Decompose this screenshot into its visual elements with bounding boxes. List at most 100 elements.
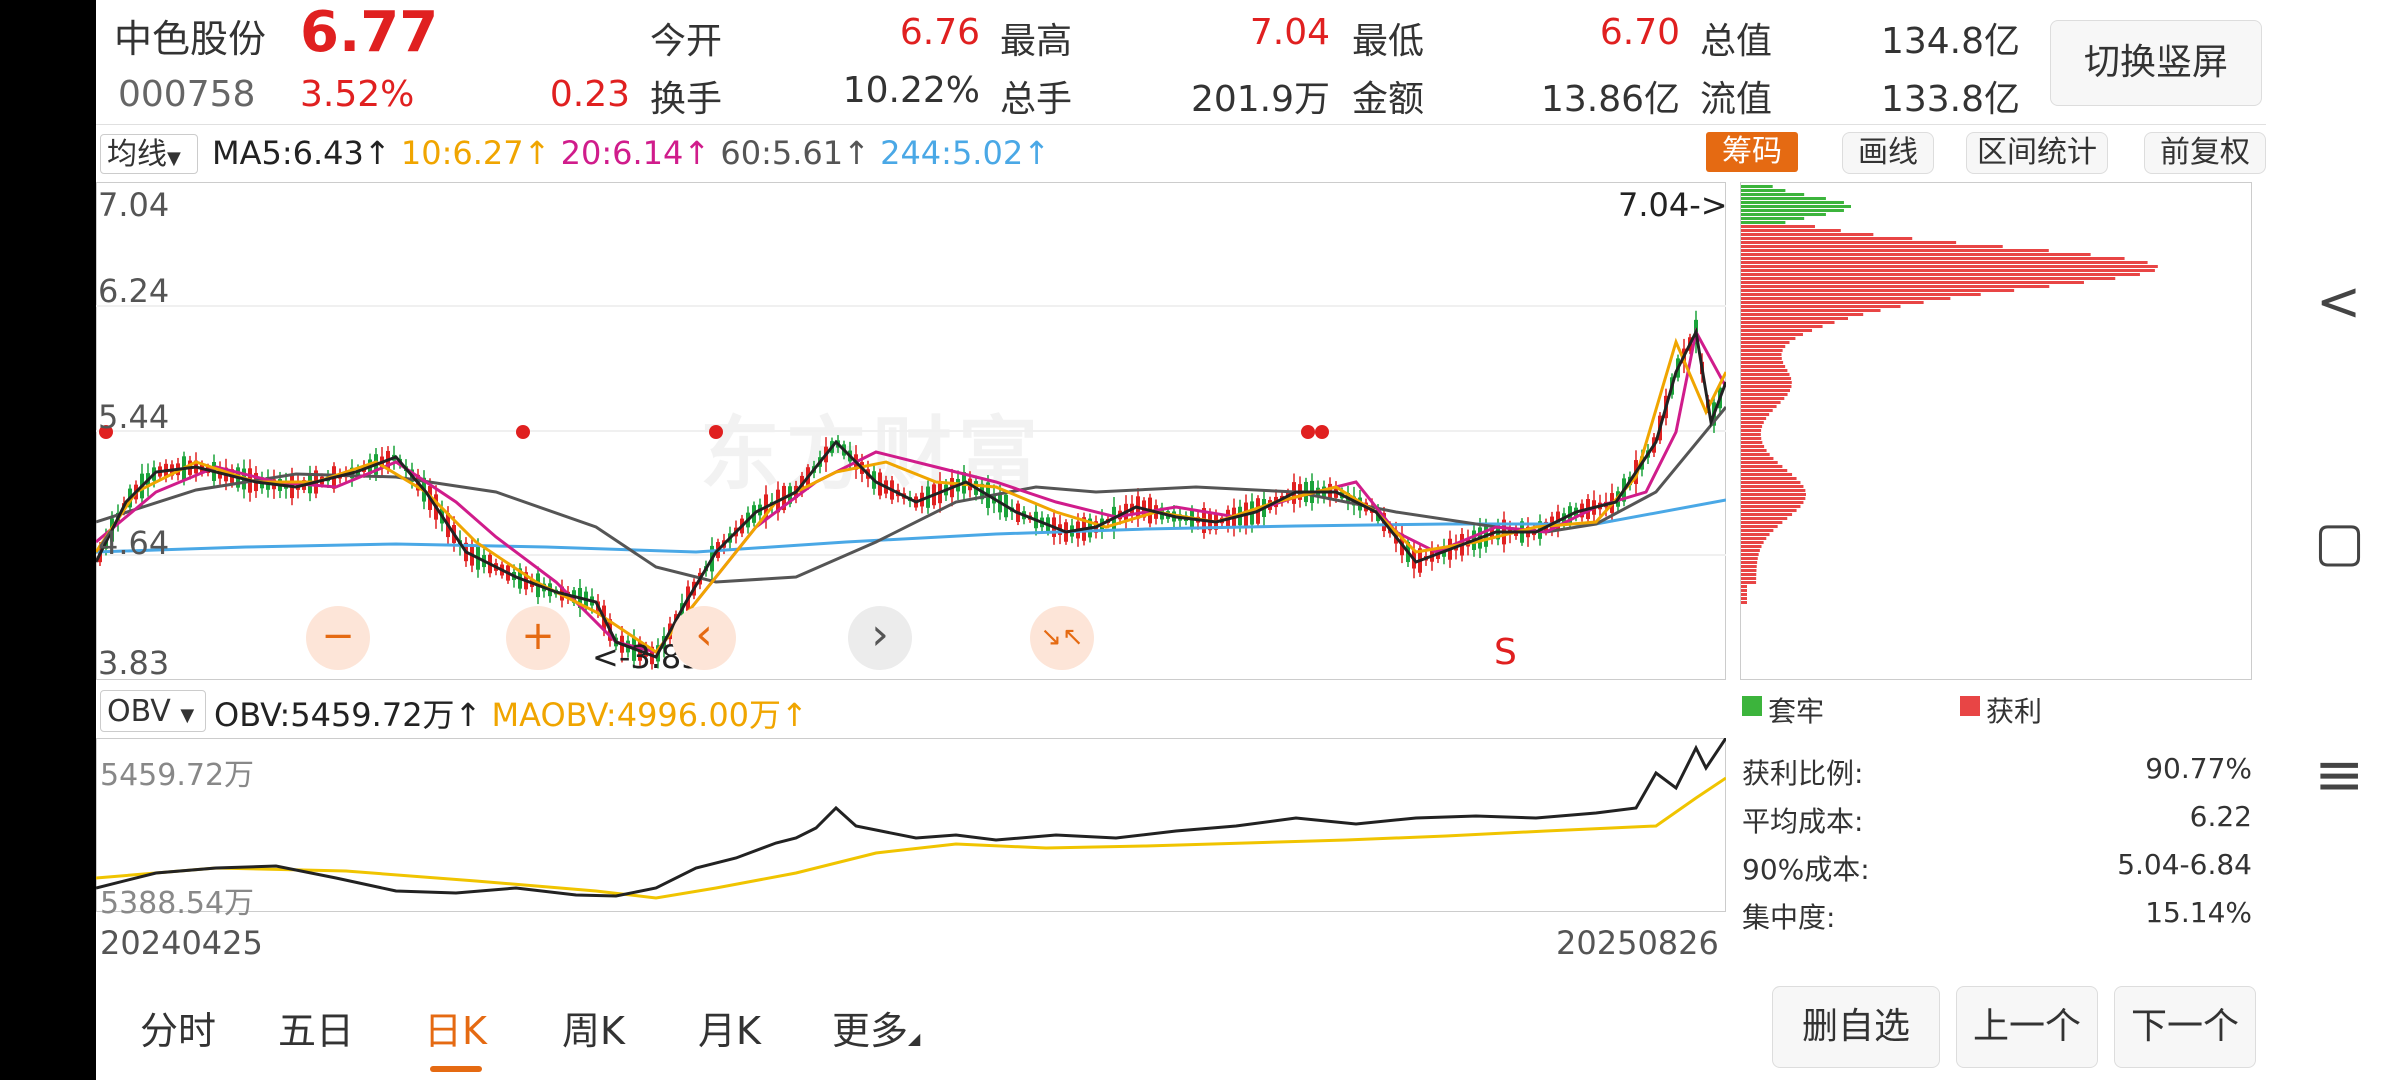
stat-label: 获利比例: [1742,757,1864,790]
volume-label: 总手 [1000,79,1073,120]
chip-bar [1741,485,1804,488]
shrink-button[interactable]: ↘↖ [1030,606,1094,670]
chip-bar [1741,565,1757,568]
amount-label: 金额 [1352,79,1425,120]
chip-bar [1741,437,1762,440]
chevron-left-icon: ‹ [695,609,713,660]
tab-intraday[interactable]: 分时 [140,1009,217,1053]
chip-bar [1741,477,1797,480]
pan-left-button[interactable]: ‹ [672,606,736,670]
obv-selector-label: OBV [107,694,171,729]
stat-value: 6.22 [2189,800,2252,833]
remove-watchlist-button[interactable]: 删自选 [1772,986,1940,1068]
volume-value: 201.9万 [1190,79,1330,120]
chip-bar [1741,309,1881,312]
back-nav-icon[interactable]: < [2316,270,2362,333]
chip-bar [1741,449,1767,452]
chips-button[interactable]: 筹码 [1706,132,1798,172]
zoom-in-button[interactable]: + [506,606,570,670]
signal-dot [516,425,530,439]
ma10-line [96,337,1726,655]
chip-bar [1741,561,1758,564]
tab-weekly-k[interactable]: 周K [562,1009,625,1053]
ma5-value: MA5:6.43 [212,134,364,172]
signal-s: S [1494,632,1517,673]
chip-bar [1741,193,1805,196]
mktcap-label: 总值 [1700,21,1773,62]
header-divider [96,124,2266,125]
chip-bar [1741,513,1793,516]
adjust-button[interactable]: 前复权 [2144,132,2266,174]
chip-bar [1741,337,1796,340]
stock-price: 6.77 [300,0,439,65]
chip-bar [1741,201,1844,204]
draw-button[interactable]: 画线 [1842,132,1934,174]
chip-bar [1741,345,1786,348]
ma20-up-icon: ↑ [683,134,721,172]
chip-bar [1741,249,2049,252]
stat-row: 90%成本: 5.04-6.84 [1742,848,2252,896]
chip-bar [1741,225,1815,228]
chip-bar [1741,445,1765,448]
chip-bar [1741,273,2140,276]
chip-bar [1741,217,1805,220]
chip-bar [1741,441,1763,444]
chip-bar [1741,557,1758,560]
chip-bar [1741,357,1782,360]
chip-bar [1741,373,1790,376]
prev-stock-button[interactable]: 上一个 [1956,986,2098,1068]
open-label: 今开 [650,21,723,62]
stat-value: 5.04-6.84 [2117,848,2252,881]
maobv-up-icon: ↑ [781,696,808,734]
chip-bar [1741,553,1759,556]
trapped-legend-label: 套牢 [1768,695,1825,728]
chip-bar [1741,349,1783,352]
chip-bar [1741,381,1792,384]
chip-bar [1741,245,2003,248]
orientation-button[interactable]: 切换竖屏 [2050,20,2262,106]
chip-bar [1741,501,1804,504]
ma-selector[interactable]: 均线▼ [100,134,198,174]
zoom-out-button[interactable]: − [306,606,370,670]
chip-bar [1741,261,2148,264]
chip-bar [1741,313,1864,316]
chip-bar [1741,377,1792,380]
stat-value: 15.14% [2145,896,2252,929]
chip-stats: 获利比例: 90.77% 平均成本: 6.22 90%成本: 5.04-6.84 集中… [1742,752,2252,944]
chip-bar [1741,569,1757,572]
chip-bar [1741,581,1757,584]
tab-daily-k[interactable]: 日K [424,1009,487,1053]
chip-bar [1741,489,1806,492]
ma10-value: 10:6.27 [400,134,524,172]
obv-up-icon: ↑ [454,696,492,734]
range-stats-button[interactable]: 区间统计 [1966,132,2108,174]
chip-bar [1741,289,2015,292]
chip-bar [1741,433,1761,436]
price-axis-top: 7.04 [98,186,170,224]
chip-bar [1741,389,1791,392]
low-value: 6.70 [1599,12,1680,53]
chip-distribution-frame [1740,182,2252,680]
chip-bar [1741,317,1848,320]
chip-bar [1741,397,1785,400]
obv-selector[interactable]: OBV ▼ [100,690,206,732]
tab-more[interactable]: 更多◢ [832,1000,920,1055]
chip-bar [1741,421,1764,424]
tab-monthly-k[interactable]: 月K [698,1009,761,1053]
chip-bar [1741,293,1981,296]
ma10-up-icon: ↑ [523,134,561,172]
ma20-line [96,327,1726,654]
chip-bar [1741,281,2084,284]
chip-bar [1741,241,1957,244]
corner-arrow-icon: ◢ [908,1029,921,1048]
home-nav-icon[interactable]: ▢ [2314,510,2366,573]
obv-chart-frame[interactable] [96,738,1726,912]
chip-bar [1741,417,1767,420]
next-stock-button[interactable]: 下一个 [2114,986,2256,1068]
menu-nav-icon[interactable]: ≡ [2314,740,2365,810]
obv-values: OBV:5459.72万↑ MAOBV:4996.00万↑ [214,690,808,736]
float-label: 流值 [1700,79,1773,120]
chip-bar [1741,341,1790,344]
tab-five-day[interactable]: 五日 [278,1009,355,1053]
pan-right-button[interactable]: › [848,606,912,670]
